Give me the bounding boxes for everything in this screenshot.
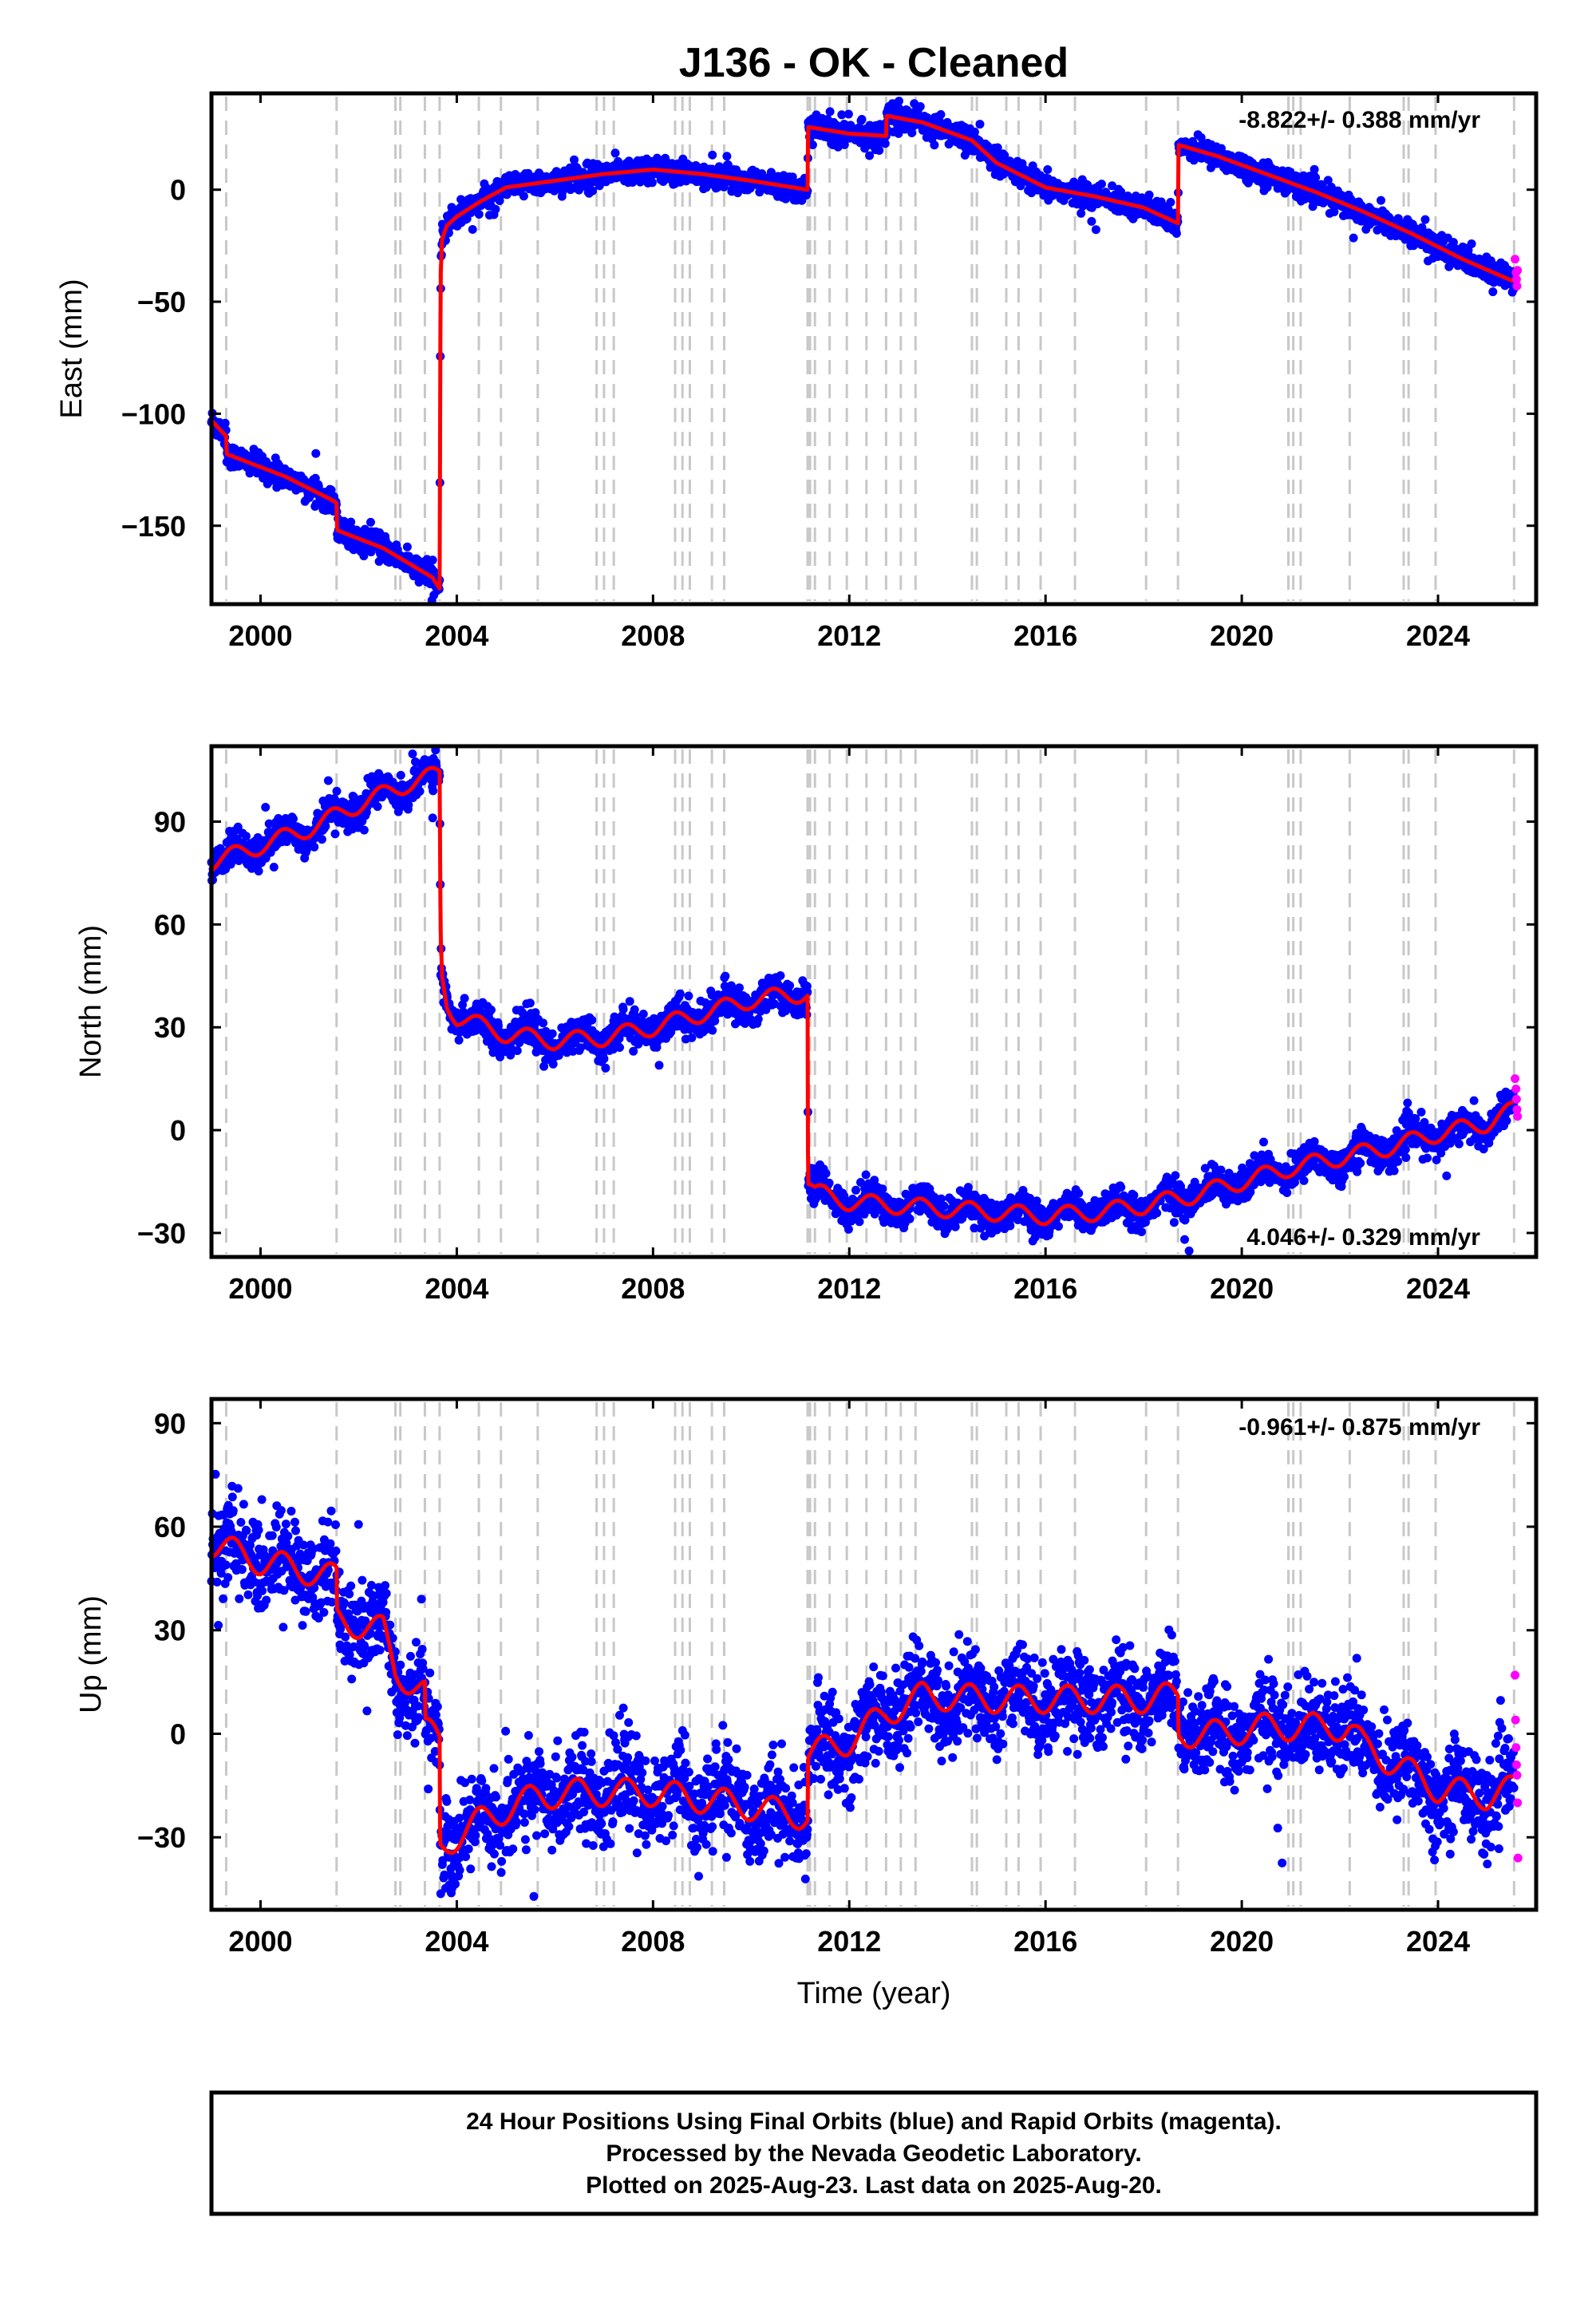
x-tick-label: 2000	[228, 1272, 292, 1305]
y-tick-label: 60	[154, 1511, 186, 1543]
up-ticks: 2000 2004 2008 2012 2016 2020 2024 90 60 30 0 −30	[137, 1399, 1536, 1958]
y-tick-label: 0	[170, 1717, 186, 1750]
final-orbit-points	[207, 745, 1519, 1255]
east-frame	[209, 91, 1539, 607]
x-tick-label: 2016	[1013, 1925, 1077, 1958]
x-tick-label: 2008	[621, 1925, 685, 1958]
x-tick-label: 2008	[621, 1272, 685, 1305]
y-tick-label: 90	[154, 1407, 186, 1440]
y-tick-label: −150	[121, 510, 186, 543]
east-ticks: 2000 2004 2008 2012 2016 2020 2024 0 −50 −100 −150	[121, 93, 1536, 652]
x-tick-label: 2020	[1210, 1925, 1274, 1958]
north-plot-area	[207, 745, 1523, 1255]
footer-box: 24 Hour Positions Using Final Orbits (bl…	[209, 2090, 1539, 2216]
y-tick-label: 0	[170, 1114, 186, 1147]
north-rate-label: 4.046+/- 0.329 mm/yr	[1246, 1224, 1480, 1251]
east-plot-area	[207, 97, 1523, 605]
rapid-orbit-point	[1511, 1094, 1521, 1104]
east-ylabel: East (mm)	[55, 279, 89, 418]
north-frame	[209, 744, 1539, 1259]
east-rate-label: -8.822+/- 0.388 mm/yr	[1238, 107, 1480, 133]
x-tick-label: 2004	[425, 1925, 488, 1958]
rapid-orbit-point	[1511, 275, 1521, 284]
x-tick-label: 2008	[621, 619, 685, 652]
x-tick-label: 2004	[425, 619, 488, 652]
x-tick-label: 2024	[1406, 1272, 1470, 1305]
chart-title: J136 - OK - Cleaned	[679, 40, 1069, 86]
rapid-orbit-point	[1511, 255, 1520, 264]
footer-line-3: Plotted on 2025-Aug-23. Last data on 202…	[586, 2172, 1162, 2199]
rapid-orbit-point	[1512, 281, 1522, 290]
x-tick-label: 2020	[1210, 619, 1274, 652]
y-tick-label: 30	[154, 1011, 186, 1044]
north-panel: 2000 2004 2008 2012 2016 2020 2024 90 60 30 0 −30 N…	[74, 744, 1539, 1305]
model-fit-line	[210, 113, 1515, 591]
y-tick-label: 0	[170, 174, 186, 207]
rapid-orbit-point	[1513, 1798, 1523, 1808]
y-tick-label: 60	[154, 908, 186, 941]
rapid-orbit-point	[1511, 1670, 1520, 1680]
rapid-orbit-point	[1511, 1074, 1520, 1084]
up-rate-label: -0.961+/- 0.875 mm/yr	[1238, 1414, 1480, 1441]
rapid-orbit-point	[1512, 1105, 1522, 1114]
x-tick-label: 2024	[1406, 619, 1470, 652]
rapid-orbit-point	[1513, 1853, 1523, 1863]
x-tick-label: 2012	[817, 619, 881, 652]
y-tick-label: −50	[137, 286, 186, 318]
rapid-orbit-point	[1511, 1743, 1521, 1753]
x-tick-label: 2000	[228, 619, 292, 652]
x-tick-label: 2012	[817, 1925, 881, 1958]
final-orbit-points	[207, 1469, 1519, 1901]
x-tick-label: 2016	[1013, 1272, 1077, 1305]
up-ylabel: Up (mm)	[74, 1595, 108, 1713]
x-tick-label: 2020	[1210, 1272, 1274, 1305]
rapid-orbit-point	[1511, 1760, 1521, 1769]
up-plot-area	[207, 1402, 1523, 1907]
y-tick-label: −100	[121, 397, 186, 430]
rapid-orbit-point	[1512, 1770, 1522, 1780]
y-tick-label: −30	[137, 1821, 186, 1854]
north-ylabel: North (mm)	[74, 925, 108, 1078]
footer-frame	[209, 2090, 1539, 2216]
rapid-orbit-point	[1513, 1112, 1523, 1121]
footer-line-2: Processed by the Nevada Geodetic Laborat…	[606, 2140, 1141, 2167]
east-panel: 2000 2004 2008 2012 2016 2020 2024 0 −50 −100 −150…	[55, 91, 1539, 652]
x-tick-label: 2012	[817, 1272, 881, 1305]
y-tick-label: −30	[137, 1217, 186, 1250]
x-tick-label: 2016	[1013, 619, 1077, 652]
final-orbit-points	[207, 97, 1519, 605]
north-ticks: 2000 2004 2008 2012 2016 2020 2024 90 60 30 0 −30	[137, 746, 1536, 1305]
y-tick-label: 90	[154, 805, 186, 838]
footer-line-1: 24 Hour Positions Using Final Orbits (bl…	[466, 2109, 1282, 2135]
model-fit-line	[210, 1535, 1515, 1856]
rapid-orbit-point	[1511, 1085, 1521, 1094]
up-frame	[209, 1397, 1539, 1912]
x-tick-label: 2024	[1406, 1925, 1470, 1958]
rapid-orbit-point	[1511, 1715, 1520, 1725]
x-tick-label: 2004	[425, 1272, 488, 1305]
up-panel: 2000 2004 2008 2012 2016 2020 2024 90 60 30 0 −30 U…	[74, 1397, 1539, 1958]
x-tick-label: 2000	[228, 1925, 292, 1958]
rapid-orbit-point	[1513, 266, 1523, 275]
model-fit-line	[210, 765, 1515, 1227]
y-tick-label: 30	[154, 1614, 186, 1647]
x-axis-label: Time (year)	[797, 1977, 951, 2010]
